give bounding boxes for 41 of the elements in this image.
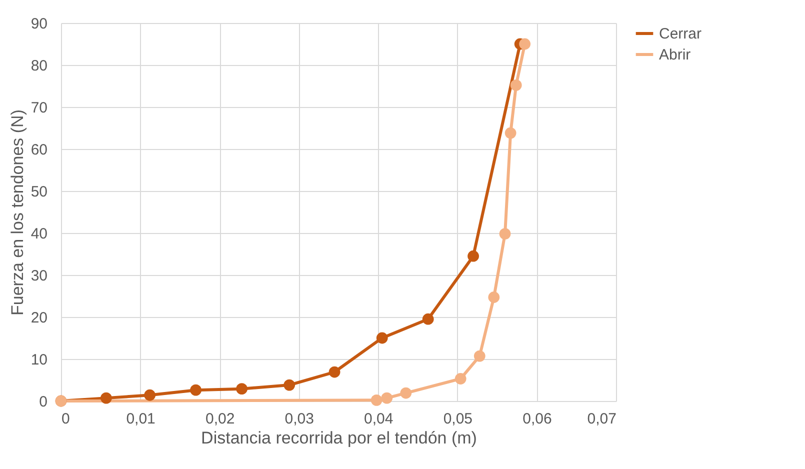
y-tick-label: 20: [30, 310, 48, 326]
y-tick-label: 10: [30, 352, 48, 368]
y-tick-label: 80: [30, 58, 48, 74]
point: [468, 250, 479, 262]
y-tick-label: 60: [30, 142, 48, 158]
point: [190, 384, 202, 396]
point: [400, 387, 412, 399]
point: [284, 379, 296, 391]
x-tick-label: 0,03: [284, 410, 314, 428]
y-tick-label: 70: [30, 100, 48, 116]
x-tick-label: 0,07: [587, 410, 616, 428]
x-tick-label: 0,04: [364, 410, 394, 428]
x-axis-title: Distancia recorrida por el tendón (m): [201, 428, 477, 448]
point: [236, 383, 248, 395]
legend-label: Abrir: [659, 46, 691, 64]
y-tick-label: 0: [39, 394, 48, 410]
x-tick-label: 0: [62, 410, 70, 428]
legend-label: Cerrar: [659, 26, 702, 42]
point: [422, 313, 434, 325]
point: [100, 392, 112, 404]
y-tick-label: 50: [30, 184, 48, 200]
point: [381, 392, 393, 404]
x-tick-label: 0,01: [126, 410, 156, 428]
point: [499, 228, 511, 240]
x-tick-label: 0,05: [443, 410, 473, 428]
point: [454, 373, 466, 384]
point: [376, 332, 388, 344]
x-tick-label: 0,06: [522, 410, 552, 428]
point: [474, 350, 486, 362]
point: [519, 38, 531, 50]
point: [144, 389, 156, 401]
y-axis-title: Fuerza en los tendones (N): [8, 110, 27, 316]
point: [504, 127, 516, 139]
y-tick-label: 30: [30, 268, 48, 284]
x-tick-label: 0,02: [205, 410, 235, 428]
point: [370, 394, 382, 406]
point: [510, 79, 522, 91]
point: [328, 366, 340, 378]
y-tick-label: 90: [30, 16, 48, 32]
point: [488, 292, 500, 303]
y-tick-label: 40: [30, 226, 48, 242]
